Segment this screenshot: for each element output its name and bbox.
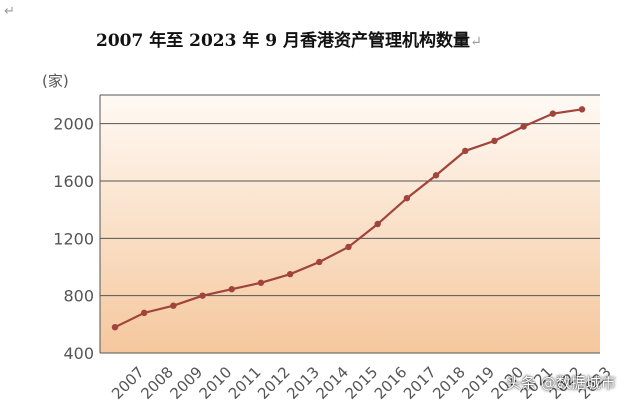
x-tick-label: 2008 bbox=[137, 363, 177, 403]
x-tick-label: 2007 bbox=[108, 363, 148, 403]
y-tick-label: 400 bbox=[63, 344, 94, 363]
data-point bbox=[403, 195, 411, 202]
x-tick-label: 2019 bbox=[458, 363, 498, 403]
data-point bbox=[578, 106, 586, 113]
title-return-mark: ↵ bbox=[470, 34, 482, 50]
y-tick-label: 2000 bbox=[53, 115, 94, 134]
y-axis-ticks: 400 800 1200 1600 2000 bbox=[53, 115, 94, 363]
x-tick-label: 2011 bbox=[225, 363, 265, 403]
x-tick-label: 2016 bbox=[371, 363, 411, 403]
y-tick-label: 800 bbox=[63, 287, 94, 306]
data-point bbox=[316, 258, 323, 266]
y-tick-label: 1200 bbox=[53, 229, 94, 248]
data-point bbox=[462, 147, 469, 155]
data-point bbox=[286, 270, 294, 278]
series-points bbox=[111, 106, 586, 331]
data-point bbox=[170, 302, 177, 309]
data-point bbox=[140, 309, 148, 317]
data-point bbox=[491, 137, 498, 145]
data-point bbox=[228, 286, 235, 293]
x-tick-label: 2009 bbox=[166, 363, 206, 403]
chart-title-text: 2007 年至 2023 年 9 月香港资产管理机构数量 bbox=[96, 31, 471, 51]
x-tick-label: 2013 bbox=[283, 363, 323, 403]
x-tick-label: 2010 bbox=[196, 363, 236, 403]
data-point bbox=[257, 279, 265, 286]
x-tick-label: 2014 bbox=[312, 363, 352, 403]
paragraph-return-mark: ↵ bbox=[4, 4, 15, 19]
y-tick-label: 1600 bbox=[53, 172, 94, 191]
data-point bbox=[432, 172, 440, 179]
grid-lines bbox=[99, 94, 600, 354]
data-point bbox=[345, 243, 352, 251]
x-tick-label: 2015 bbox=[342, 363, 382, 403]
y-axis-unit-label: (家) bbox=[42, 72, 69, 90]
data-point bbox=[111, 324, 119, 331]
watermark: 头条 @数据城市 bbox=[506, 374, 616, 392]
plot-background bbox=[100, 95, 600, 353]
x-tick-label: 2012 bbox=[254, 363, 294, 403]
chart-title: 2007 年至 2023 年 9 月香港资产管理机构数量↵ bbox=[96, 26, 482, 51]
data-point bbox=[199, 292, 206, 299]
x-tick-label: 2017 bbox=[400, 363, 440, 403]
data-point bbox=[549, 110, 557, 117]
data-point bbox=[374, 220, 381, 228]
x-tick-label: 2018 bbox=[429, 363, 469, 403]
data-point bbox=[520, 123, 527, 130]
